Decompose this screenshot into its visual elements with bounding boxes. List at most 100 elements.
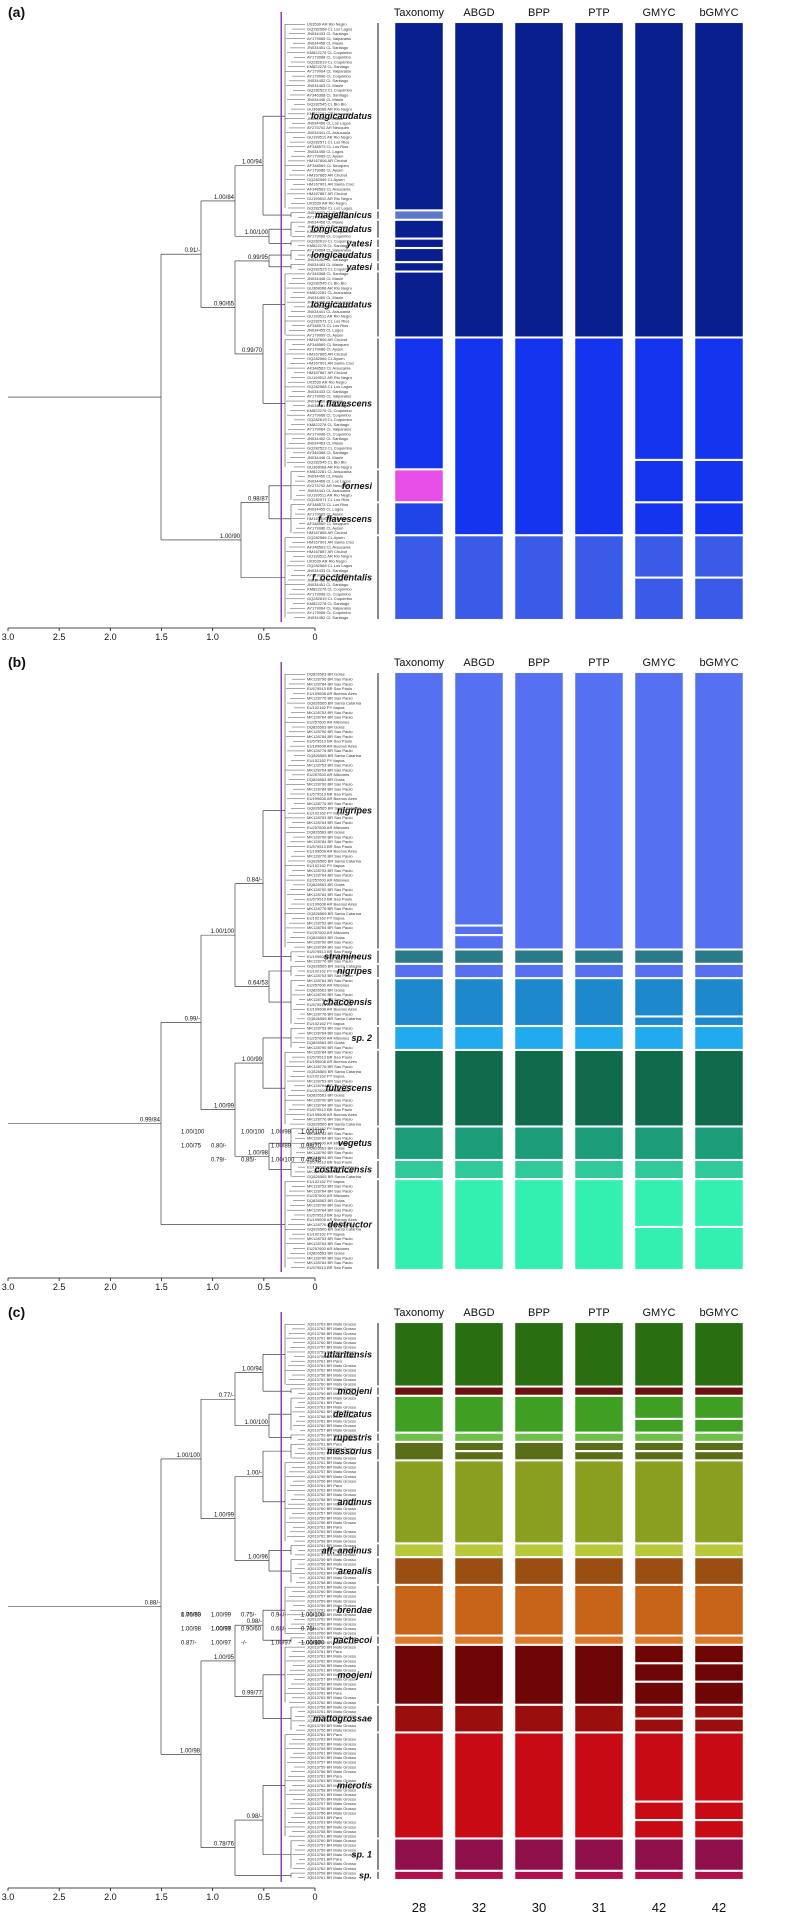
support-label: 1.00/94: [242, 160, 263, 166]
tip-label: JQ013758 BR Mato Grosso: [307, 1663, 357, 1668]
tip-label: AY179069 CL Aysen: [307, 332, 343, 337]
delimitation-block: [394, 1460, 444, 1543]
tip-label: JQ013756 BR Mato Grosso: [307, 1852, 357, 1857]
clade-label: stramineus: [324, 952, 372, 962]
tip-label: MK128764 BR Sao Paulo: [307, 1083, 353, 1088]
tip-label: EU579513 BR Sao Paulo: [307, 739, 353, 744]
tip-label: MK128764 BR Sao Paulo: [307, 1241, 353, 1246]
tip-label: HM167901 AR Santa Cruz: [307, 182, 354, 187]
tip-label: JN034455 CL Lagos: [307, 328, 343, 333]
support-label: 1.00/83: [181, 1613, 202, 1619]
tip-label: JQ013762 BR Mato Grosso: [307, 1368, 357, 1373]
delimitation-block: [454, 1179, 504, 1270]
delimitation-block: [574, 1871, 624, 1880]
delimitation-block: [394, 502, 444, 535]
tip-label: JQ013756 BR Mato Grosso: [307, 1644, 357, 1649]
tip-label: JQ013763 BR Mato Grosso: [307, 1778, 357, 1783]
tip-label: MK128784 BR Sao Paulo: [307, 1155, 353, 1160]
tip-label: GQ282566 CL Aysen: [307, 177, 345, 182]
delimitation-block: [394, 1160, 444, 1179]
x-axis-tick-label: 1.5: [155, 632, 168, 640]
tip-label: EU579513 BR Sao Paulo: [307, 791, 353, 796]
delimitation-block: [394, 1645, 444, 1705]
delimitation-block: [454, 1645, 504, 1705]
delimitation-block: [514, 535, 564, 620]
tip-label: DQ826563 BR Goias: [307, 1198, 345, 1203]
tip-label: EU579513 BR Sao Paulo: [307, 686, 353, 691]
tip-label: DQ826563 BR Goias: [307, 935, 345, 940]
tip-label: JQ013757 BR Mato Grosso: [307, 1801, 357, 1806]
tip-label: GQ282568 CL Los Lagos: [307, 563, 352, 568]
support-label: 0.90/60: [241, 1627, 262, 1633]
tip-label: AY179065 CL Valparaiso: [307, 394, 352, 399]
method-header: bGMYC: [699, 7, 738, 19]
support-label: 1.00/97: [211, 1627, 232, 1633]
delimitation-block: [694, 1636, 744, 1645]
support-label: 1.00/84: [214, 195, 235, 201]
tip-label: JQ013756 BR Mato Grosso: [307, 1810, 357, 1815]
tip-label: EU199608 AR Buenos Aires: [307, 1217, 357, 1222]
tip-label: JN034466 CL Los Lagos: [307, 121, 351, 126]
delimitation-block: [514, 1396, 564, 1433]
tip-label: GQ282566 CL Aysen: [307, 535, 345, 540]
support-label: 1.00/100: [211, 929, 235, 935]
tip-label: AY346368 CL Santiago: [307, 450, 349, 455]
support-label: 1.00/99: [242, 1057, 263, 1063]
clade-label: f. flavescens: [318, 514, 372, 524]
x-axis-tick-label: 1.0: [206, 632, 219, 640]
tip-label: JQ013760 BR Mato Grosso: [307, 1755, 357, 1760]
tip-label: MK128790 BR Sao Paulo: [307, 1255, 353, 1260]
tip-label: JQ013760 BR Mato Grosso: [307, 1340, 357, 1345]
method-header: GMYC: [643, 7, 676, 19]
clade-label: vegetus: [338, 1138, 372, 1148]
delimitation-block: [514, 1839, 564, 1871]
delimitation-block: [394, 1396, 444, 1433]
delimitation-block: [514, 1322, 564, 1387]
tip-label: EU199608 AR Buenos Aires: [307, 691, 357, 696]
delimitation-block: [394, 1433, 444, 1442]
delimitation-block: [574, 1557, 624, 1585]
tip-label: JQ013757 BR Mato Grosso: [307, 1635, 357, 1640]
tip-label: U03539 AR Rio Negro: [307, 201, 347, 206]
tip-label: MK128784 BR Sao Paulo: [307, 1260, 353, 1265]
tip-label: JQ013761 BR Para: [307, 1442, 342, 1447]
tip-label: EU102162 PY Itapua: [307, 1179, 345, 1184]
tip-label: JQ013760 BR Mato Grosso: [307, 1631, 357, 1636]
tip-label: EU257600 AR Misiones: [307, 1246, 349, 1251]
tip-label: JQ013760 BR Mato Grosso: [307, 1797, 357, 1802]
tip-label: MK128776 BR Sao Paulo: [307, 1222, 353, 1227]
panel-label: (a): [8, 4, 26, 20]
delimitation-block: [694, 1585, 744, 1636]
delimitation-block: [514, 1127, 564, 1160]
delimitation-block: [634, 1705, 684, 1719]
tip-label: HM167887 AR Chubut: [307, 549, 348, 554]
tip-label: MK128784 BR Sao Paulo: [307, 734, 353, 739]
tip-label: JQ013759 BR Mato Grosso: [307, 1681, 357, 1686]
tip-label: JQ013757 BR Mato Grosso: [307, 1345, 357, 1350]
tip-label: EU102162 PY Itapua: [307, 810, 345, 815]
method-header: PTP: [588, 1307, 609, 1319]
tip-label: EU199608 AR Buenos Aires: [307, 743, 357, 748]
support-label: 1.00/95: [214, 1655, 235, 1661]
tip-label: AF348563 CL Araucania: [307, 186, 351, 191]
tip-label: JQ013760 BR Mato Grosso: [307, 1382, 357, 1387]
delimitation-block: [454, 964, 504, 978]
tip-label: JQ013756 BR Mato Grosso: [307, 1437, 357, 1442]
tip-label: GQ282619 CL Coquimbo: [307, 238, 353, 243]
delimitation-block: [694, 1802, 744, 1820]
tip-label: JQ013763 BR Mato Grosso: [307, 1488, 357, 1493]
tip-label: EU102162 PY Itapua: [307, 1074, 345, 1079]
tip-label: JQ013758 BR Mato Grosso: [307, 1414, 357, 1419]
delimitation-block: [394, 1442, 444, 1460]
tip-label: GQ826565 BR Santa Catarina: [307, 1016, 362, 1021]
tip-label: JQ013759 BR Mato Grosso: [307, 1349, 357, 1354]
delimitation-block: [394, 220, 444, 239]
tip-label: JQ013760 BR Mato Grosso: [307, 1672, 357, 1677]
tip-label: JQ013759 BR Mato Grosso: [307, 1598, 357, 1603]
delimitation-block: [694, 1705, 744, 1719]
tip-label: JQ013761 BR Para: [307, 1691, 342, 1696]
support-label: 0.91/-: [185, 248, 200, 254]
tip-label: JQ013757 BR Mato Grosso: [307, 1760, 357, 1765]
tip-label: JQ013762 BR Mato Grosso: [307, 1326, 357, 1331]
tip-label: JQ013762 BR Mato Grosso: [307, 1824, 357, 1829]
